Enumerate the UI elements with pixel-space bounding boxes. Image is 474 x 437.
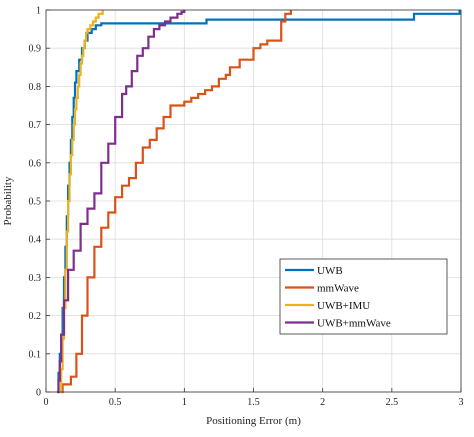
- y-tick-label: 0.5: [29, 197, 42, 208]
- y-tick-label: 0.4: [29, 235, 42, 246]
- series-line-uwb-imu: [59, 10, 104, 394]
- x-tick-label: 2.5: [386, 397, 399, 408]
- y-tick-label: 0.6: [29, 158, 42, 169]
- y-axis-label: Probability: [2, 176, 14, 225]
- y-tick-label: 0.1: [29, 349, 42, 360]
- axis-ticks: [45, 9, 462, 393]
- x-tick-label: 0.5: [109, 397, 122, 408]
- tick-labels: 0 0.5 1 1.5 2 2.5 3 0 0.1 0.2 0.3 0.4 0.5 0.6 0.7 0.8 0.…: [29, 6, 464, 409]
- legend: UWB mmWave UWB+IMU UWB+mmWave: [279, 258, 448, 335]
- grid-lines: [45, 9, 462, 393]
- legend-label-uwb-mmwave: UWB+mmWave: [317, 318, 391, 330]
- y-tick-label: 0.3: [29, 273, 42, 284]
- y-tick-label: 0.8: [29, 82, 42, 93]
- series-line-uwb-mmwave: [57, 10, 186, 394]
- legend-label-mmwave: mmWave: [317, 283, 359, 295]
- x-tick-label: 1.5: [247, 397, 260, 408]
- x-tick-label: 3: [459, 397, 464, 408]
- y-tick-label: 1: [36, 6, 41, 17]
- series-layer: [57, 10, 461, 394]
- x-tick-label: 1: [182, 397, 187, 408]
- x-tick-label: 0: [44, 397, 49, 408]
- y-tick-label: 0: [36, 388, 41, 399]
- y-tick-label: 0.7: [29, 120, 42, 131]
- legend-label-uwb-imu: UWB+IMU: [317, 300, 370, 312]
- x-tick-label: 2: [320, 397, 325, 408]
- y-tick-label: 0.2: [29, 311, 42, 322]
- x-axis-label: Positioning Error (m): [206, 415, 301, 427]
- y-tick-label: 0.9: [29, 44, 42, 55]
- legend-label-uwb: UWB: [317, 265, 343, 277]
- series-line-mmwave: [61, 10, 292, 394]
